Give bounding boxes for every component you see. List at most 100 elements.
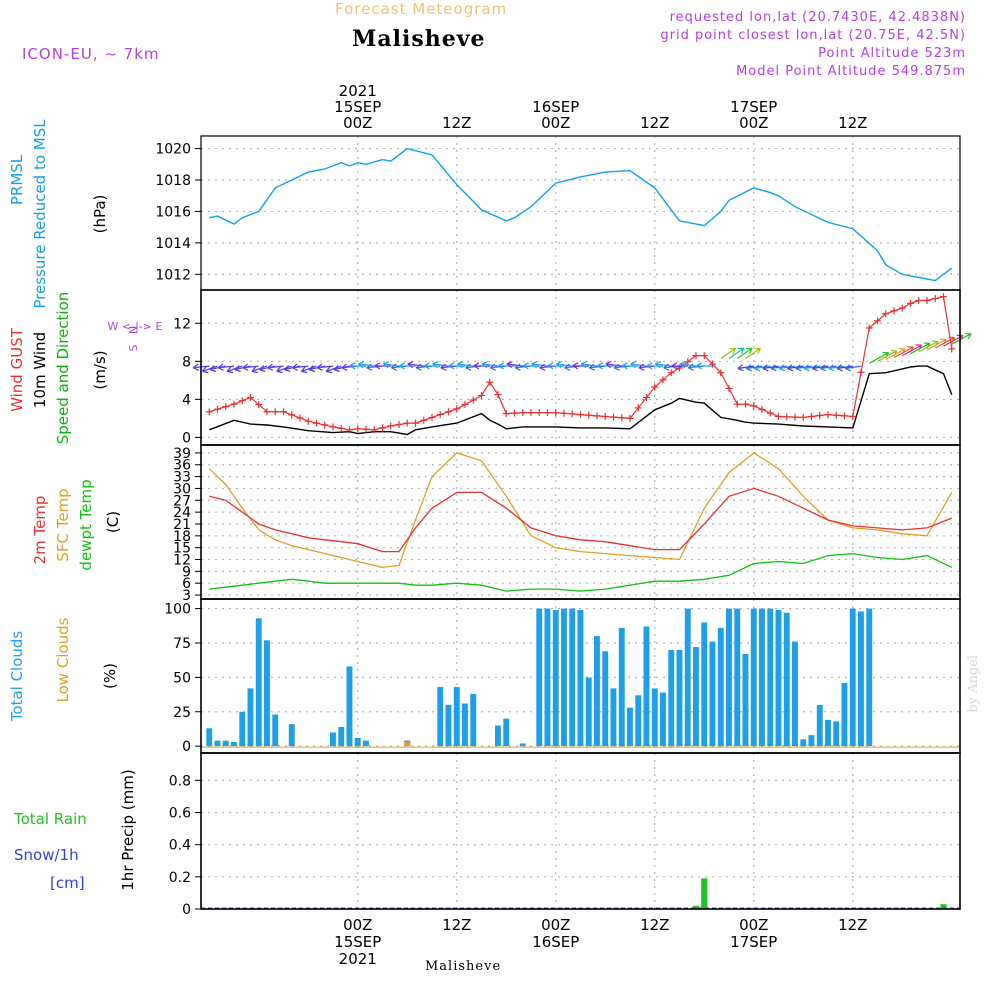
- y-tick-label: 25: [173, 705, 191, 721]
- wind-direction-arrow: [572, 362, 589, 370]
- total-cloud-bar: [552, 610, 559, 747]
- total-cloud-bar: [453, 687, 460, 747]
- bottom-time-label-4-1: 17SEP: [730, 933, 777, 951]
- gust-marker: [469, 396, 477, 404]
- gust-marker: [329, 423, 337, 431]
- total-cloud-bar: [816, 704, 823, 747]
- wind-direction-arrow: [291, 363, 309, 371]
- point-altitude: Point Altitude 523m: [818, 46, 966, 61]
- y-tick-label: 6: [182, 576, 191, 592]
- total-cloud-bar: [594, 636, 600, 747]
- bottom-time-label-1-0: 12Z: [442, 916, 471, 934]
- total-cloud-bar: [288, 724, 295, 747]
- total-cloud-bar: [717, 627, 724, 747]
- gust-marker: [717, 369, 725, 377]
- total-cloud-bar: [800, 739, 807, 747]
- footer-location: Malisheve: [425, 959, 502, 974]
- precip-legend-snow: Snow/1h: [14, 846, 79, 864]
- wind-direction-arrow: [325, 365, 342, 374]
- wind-direction-arrow: [621, 362, 639, 370]
- gust-marker: [478, 392, 485, 400]
- total-cloud-bar: [651, 688, 658, 747]
- y-tick-label: 39: [173, 446, 191, 462]
- y-tick-label: 24: [173, 505, 191, 521]
- gust-marker: [816, 412, 824, 420]
- precip-legend-rain: Total Rain: [13, 810, 87, 828]
- gust-marker: [354, 425, 362, 433]
- wind-direction-arrow: [498, 362, 515, 370]
- wind-direction-arrow: [382, 360, 400, 369]
- total-cloud-bar: [709, 641, 716, 747]
- total-cloud-bar: [701, 622, 708, 747]
- wind-direction-arrow: [745, 364, 763, 372]
- total-cloud-bar: [272, 714, 279, 747]
- wind-direction-arrow: [580, 360, 598, 369]
- rain-bar: [940, 904, 947, 909]
- total-cloud-bar: [255, 618, 262, 747]
- y-tick-label: 1016: [155, 204, 191, 220]
- total-cloud-bar: [330, 732, 336, 747]
- gust-marker: [601, 412, 609, 420]
- total-cloud-bar: [544, 608, 551, 747]
- y-tick-label: 0.8: [169, 773, 191, 789]
- gust-marker: [502, 410, 510, 418]
- total-cloud-bar: [618, 627, 625, 747]
- gust-marker: [634, 404, 642, 412]
- wind-direction-arrow: [226, 365, 243, 374]
- wind-direction-arrow: [778, 364, 796, 372]
- y-tick-label: 0: [182, 739, 191, 755]
- y-tick-label: 36: [173, 458, 191, 474]
- wind-direction-arrow: [770, 364, 787, 372]
- total-cloud-bar: [825, 720, 831, 747]
- panel-5: 0 0.2 0.4 0.6 0.8: [169, 753, 960, 918]
- compass-south: S: [127, 344, 140, 351]
- gust-marker: [511, 409, 518, 417]
- y-tick-label: 15: [173, 541, 191, 557]
- wind-direction-arrow: [448, 362, 466, 370]
- gust-marker: [255, 401, 263, 409]
- pressure-ylabel-line2: Pressure Reduced to MSL: [31, 119, 49, 309]
- total-cloud-bar: [643, 626, 650, 747]
- model-label: ICON-EU, ~ 7km: [22, 45, 160, 63]
- gust-marker: [519, 409, 527, 417]
- wind-direction-arrow: [457, 360, 474, 369]
- total-cloud-bar: [445, 704, 452, 747]
- gust-marker: [940, 293, 947, 301]
- wind-direction-arrow: [556, 360, 573, 369]
- wind-direction-arrow: [333, 365, 350, 373]
- wind-direction-arrow: [736, 347, 753, 359]
- gust-marker: [857, 368, 865, 376]
- wind-direction-arrow: [374, 362, 391, 370]
- bottom-time-label-2-0: 00Z: [541, 916, 570, 934]
- rain-bar: [701, 878, 708, 909]
- gust-marker: [832, 411, 840, 419]
- top-time-label-2-1: 00Z: [541, 114, 570, 132]
- wind-direction-arrow: [795, 364, 812, 372]
- gust-marker: [931, 295, 939, 303]
- rain-bar: [692, 905, 700, 909]
- wind-direction-arrow: [432, 360, 449, 369]
- gust-marker: [725, 384, 733, 392]
- wind-direction-arrow: [836, 364, 853, 372]
- gust-marker: [890, 307, 898, 315]
- wind-direction-arrow: [679, 360, 697, 369]
- wind-direction-arrow: [745, 347, 761, 359]
- bottom-time-label-3-0: 12Z: [640, 916, 669, 934]
- gust-marker: [280, 408, 287, 416]
- y-tick-label: 0: [182, 430, 191, 446]
- gust-marker: [445, 408, 452, 416]
- gust-marker: [915, 296, 923, 304]
- wind-direction-arrow: [646, 362, 664, 370]
- bottom-time-label-5-0: 12Z: [838, 916, 867, 934]
- gust-marker: [750, 402, 758, 410]
- y-tick-label: 1012: [155, 267, 191, 283]
- gust-marker: [453, 405, 461, 413]
- gust-marker: [610, 413, 617, 421]
- wind-direction-arrow: [547, 362, 565, 370]
- gust-marker: [882, 310, 890, 318]
- wind-direction-arrow: [276, 365, 292, 374]
- top-time-label-2-0: 16SEP: [532, 98, 579, 116]
- temp-unit-label: (C): [104, 511, 122, 533]
- gust-marker: [412, 419, 419, 427]
